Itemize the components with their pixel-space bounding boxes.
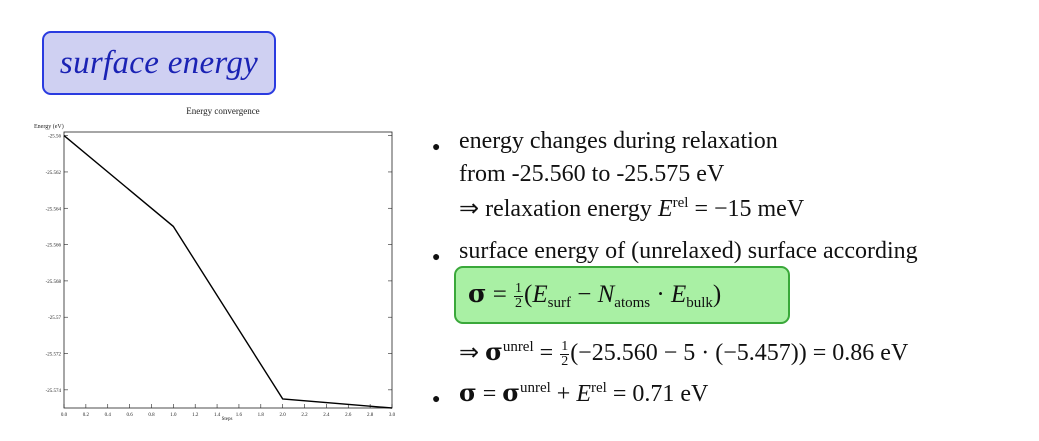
x-tick-label: 0.4 [105, 413, 112, 418]
y-tick-label: -25.566 [46, 244, 62, 249]
bullet1-line1: energy changes during relaxation [459, 128, 778, 154]
unrelaxed-surface-energy-result: ⇒ σunrel = 1 2 (−25.560 − 5 · (−5.457)) = … [459, 337, 909, 369]
title-box: surface energy [42, 31, 276, 95]
energy-convergence-chart: Energy convergence Energy (eV) Steps 0.0… [34, 106, 396, 422]
x-tick-label: 2.2 [301, 413, 308, 418]
plot-frame [63, 131, 393, 409]
chart-xlabel: Steps [222, 417, 233, 422]
slide-title: surface energy [59, 44, 259, 81]
content-area: energy changes during relaxation from -2… [426, 0, 1039, 441]
bullet-marker [432, 140, 440, 156]
x-tick-label: 0.2 [83, 413, 90, 418]
relaxation-energy-label: ⇒ relaxation energy [459, 196, 658, 222]
symbol-E: E [657, 196, 673, 222]
y-tick-label: -25.564 [46, 207, 62, 212]
x-tick-label: 2.0 [280, 413, 287, 418]
bullet-marker [432, 250, 440, 266]
surface-energy-formula-box: σ = 1 2 (Esurf − Natoms · Ebulk) [454, 266, 790, 324]
bullet-marker [432, 392, 440, 408]
relaxation-energy-value: = −15 meV [688, 196, 805, 222]
sup-rel: rel [672, 195, 689, 211]
x-tick-label: 1.6 [236, 413, 243, 418]
x-tick-label: 0.6 [126, 413, 133, 418]
energy-series-line [63, 135, 393, 409]
bullet1-line2: from -25.560 to -25.575 eV [459, 161, 725, 187]
y-tick-label: -25.572 [46, 353, 62, 358]
x-tick-label: 0.0 [61, 413, 68, 418]
y-tick-label: -25.56 [48, 135, 61, 140]
x-tick-label: 2.6 [345, 413, 352, 418]
y-tick-label: -25.562 [46, 171, 62, 176]
x-tick-label: 2.8 [367, 413, 374, 418]
chart-title: Energy convergence [186, 106, 259, 116]
x-tick-label: 1.0 [170, 413, 177, 418]
surface-energy-formula: σ = 1 2 (Esurf − Natoms · Ebulk) [468, 279, 722, 311]
symbol-sigma: σ [468, 279, 487, 308]
bullet1-line3: ⇒ relaxation energy Erel = −15 meV [459, 194, 804, 223]
x-tick-label: 0.8 [148, 413, 155, 418]
x-tick-label: 1.4 [214, 413, 221, 418]
bullet2-line1: surface energy of (unrelaxed) surface ac… [459, 238, 918, 264]
x-tick-label: 1.8 [258, 413, 265, 418]
chart-ylabel: Energy (eV) [34, 123, 64, 130]
y-tick-label: -25.568 [46, 280, 62, 285]
bullet3-line1: σ = σunrel + Erel = 0.71 eV [459, 378, 709, 407]
x-tick-label: 1.2 [192, 413, 199, 418]
y-tick-label: -25.574 [46, 389, 62, 394]
x-tick-label: 2.4 [323, 413, 330, 418]
y-tick-label: -25.57 [48, 316, 61, 321]
x-tick-label: 3.0 [389, 413, 396, 418]
